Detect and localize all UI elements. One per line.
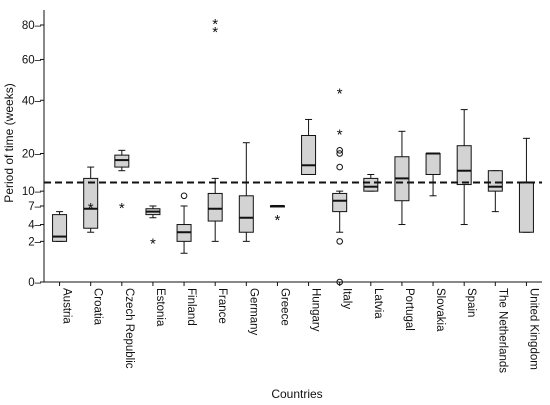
- outlier-point: [336, 238, 343, 245]
- outlier-point: [336, 150, 343, 157]
- x-tick-label: Slovakia: [434, 288, 446, 332]
- extreme-point: *: [88, 200, 94, 217]
- y-axis: 0– 2– 4– 7– 10– 20– 40– 60– 80–: [22, 10, 45, 289]
- box-iqr: [301, 134, 317, 175]
- y-tick-label: 40–: [22, 95, 42, 107]
- y-tick-label: 60–: [22, 54, 42, 66]
- box-the-netherlands: [487, 170, 503, 213]
- box-iqr: [207, 192, 223, 222]
- y-tick-label: 20–: [22, 149, 42, 161]
- x-tick-label: Portugal: [403, 288, 415, 331]
- x-axis: Austria Croatia Czech Republic Estonia Finla…: [44, 281, 542, 373]
- box-croatia: *: [83, 166, 99, 233]
- box-austria: [52, 211, 68, 242]
- x-tick-label: Italy: [341, 288, 353, 309]
- box-portugal: [394, 130, 410, 226]
- x-tick-label: Spain: [465, 288, 477, 317]
- box-finland: [176, 192, 192, 254]
- x-tick-label: France: [216, 288, 228, 324]
- box-hungary: [301, 118, 317, 175]
- extreme-point: *: [212, 16, 218, 33]
- outlier-point: [336, 147, 343, 154]
- box-series: * *******: [52, 16, 534, 286]
- box-iqr: [363, 177, 379, 192]
- extreme-point: *: [337, 127, 343, 144]
- x-tick-label: Austria: [61, 288, 73, 324]
- box-iqr: [238, 195, 254, 233]
- y-tick-label: 2–: [28, 236, 41, 248]
- extreme-point: *: [119, 200, 125, 217]
- box-iqr: [425, 153, 441, 175]
- box-france: **: [207, 16, 223, 242]
- box-iqr: [83, 177, 99, 229]
- box-greece: *: [269, 204, 285, 229]
- y-tick-label: 0–: [28, 277, 41, 289]
- y-tick-label: 4–: [28, 220, 41, 232]
- box-iqr: [456, 145, 472, 186]
- extreme-point: *: [337, 85, 343, 102]
- y-tick-label: 80–: [22, 20, 42, 32]
- outlier-point: [180, 192, 188, 200]
- x-tick-label: Czech Republic: [123, 288, 135, 369]
- x-tick-label: Greece: [278, 288, 290, 326]
- x-tick-label: Finland: [185, 288, 197, 326]
- extreme-point: *: [150, 235, 156, 252]
- x-tick-label: Germany: [247, 288, 259, 336]
- extreme-point: *: [275, 212, 281, 229]
- y-tick-label: 7–: [28, 201, 41, 213]
- box-iqr: [518, 181, 534, 233]
- box-iqr: [52, 214, 68, 242]
- box-united-kingdom: [518, 137, 534, 233]
- x-tick-label: Hungary: [310, 288, 322, 332]
- box-germany: [238, 142, 254, 242]
- y-tick-label: 10–: [22, 186, 42, 198]
- box-slovakia: [425, 152, 441, 197]
- box-czech-republic: *: [114, 149, 130, 217]
- box-estonia: *: [145, 205, 161, 252]
- x-tick-label: Latvia: [372, 288, 384, 319]
- extreme-point: *: [212, 24, 218, 41]
- x-tick-label: Estonia: [154, 288, 166, 327]
- x-axis-title: Countries: [271, 387, 322, 401]
- x-tick-label: The Netherlands: [496, 288, 508, 373]
- box-spain: [456, 109, 472, 226]
- box-iqr: [487, 170, 503, 192]
- box-italy: **: [332, 85, 348, 286]
- y-axis-title: Period of time (weeks): [2, 83, 16, 202]
- x-tick-label: United Kingdom: [527, 288, 539, 370]
- outlier-point: [336, 163, 343, 171]
- box-iqr: [332, 192, 348, 213]
- x-tick-label: Croatia: [92, 288, 104, 326]
